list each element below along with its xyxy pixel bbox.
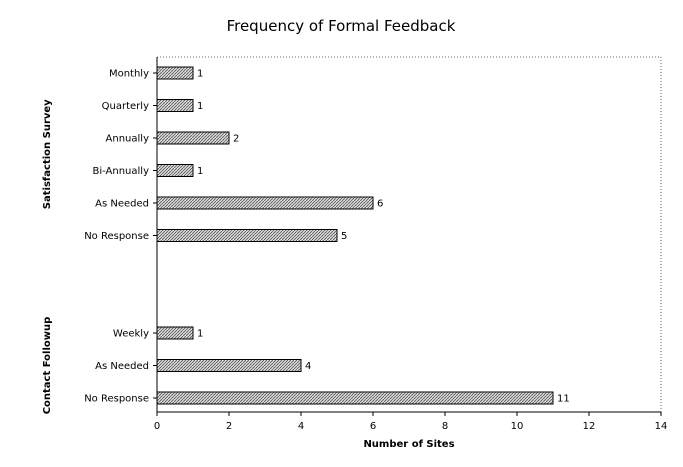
- category-label: As Needed: [95, 361, 149, 372]
- data-label: 11: [557, 394, 570, 405]
- data-label: 4: [305, 361, 311, 372]
- x-tick-label: 12: [583, 421, 596, 432]
- category-label: Annually: [106, 134, 150, 145]
- category-label: No Response: [84, 394, 149, 405]
- group-label: Contact Followup: [42, 317, 53, 415]
- category-label: No Response: [84, 231, 149, 242]
- category-label: As Needed: [95, 199, 149, 210]
- x-tick-label: 0: [154, 421, 160, 432]
- bar: [156, 66, 194, 80]
- data-label: 2: [233, 134, 239, 145]
- group-label: Satisfaction Survey: [42, 99, 53, 209]
- bar: [156, 196, 374, 210]
- category-label: Monthly: [109, 69, 149, 80]
- bar: [156, 391, 554, 405]
- x-tick-label: 10: [511, 421, 524, 432]
- x-tick-label: 6: [370, 421, 376, 432]
- bar: [156, 229, 338, 242]
- x-axis-ticks: 0 2 4 6 8 10 12 14: [154, 412, 668, 432]
- bars: Monthly 1 Quarterly 1 Annually 2 Bi-Annually 1 A…: [84, 66, 570, 405]
- bar: [156, 131, 230, 145]
- x-axis-label: Number of Sites: [363, 439, 454, 450]
- x-tick-label: 4: [298, 421, 304, 432]
- data-label: 1: [197, 166, 203, 177]
- data-label: 1: [197, 329, 203, 340]
- data-label: 1: [197, 101, 203, 112]
- category-label: Quarterly: [102, 101, 149, 112]
- group-labels: Satisfaction Survey Contact Followup: [42, 99, 53, 414]
- bar: [156, 99, 194, 112]
- data-label: 5: [341, 231, 347, 242]
- category-label: Bi-Annually: [93, 166, 150, 177]
- data-label: 6: [377, 199, 383, 210]
- x-tick-label: 8: [442, 421, 448, 432]
- chart-title: Frequency of Formal Feedback: [227, 17, 456, 35]
- data-label: 1: [197, 69, 203, 80]
- x-tick-label: 2: [226, 421, 232, 432]
- bar: [156, 164, 194, 177]
- x-tick-label: 14: [655, 421, 668, 432]
- bar: [156, 359, 302, 372]
- bar: [156, 326, 194, 340]
- category-label: Weekly: [113, 329, 149, 340]
